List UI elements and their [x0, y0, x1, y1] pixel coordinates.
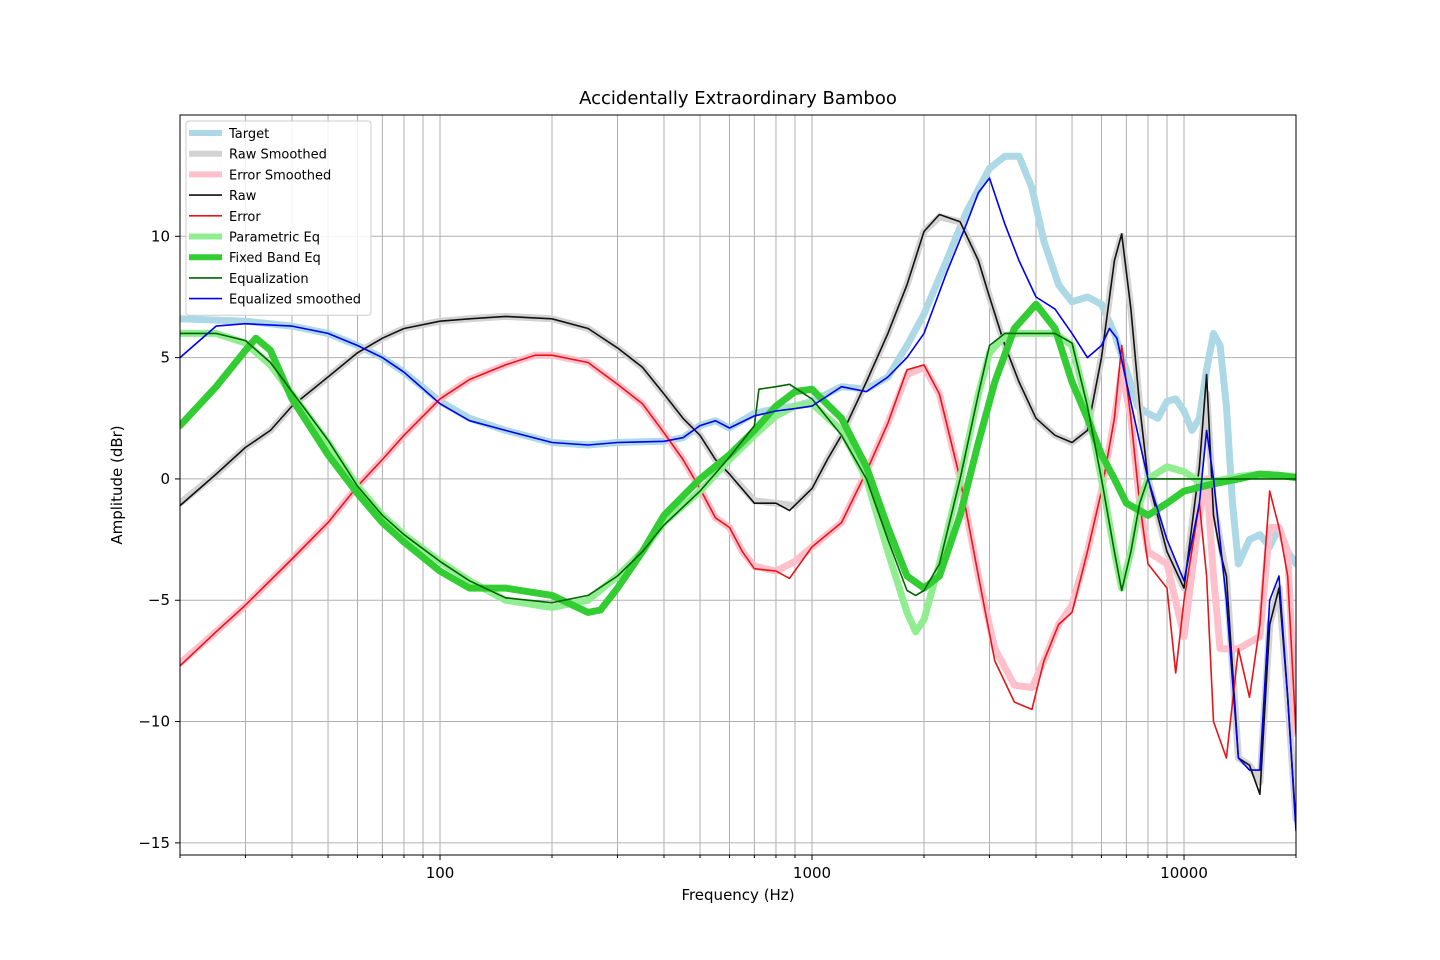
y-tick-label: 10 [151, 227, 170, 245]
y-tick-label: −5 [148, 591, 170, 609]
y-tick-label: −15 [138, 834, 170, 852]
legend-label-raw: Raw [229, 189, 257, 204]
chart-title: Accidentally Extraordinary Bamboo [579, 88, 897, 109]
series-line-equalized-smoothed [180, 177, 1296, 832]
legend-box [185, 120, 372, 316]
legend-label-target: Target [228, 127, 269, 142]
series-line-fixed-band-eq [180, 300, 1296, 616]
legend-label-error: Error [229, 210, 261, 225]
legend-label-equalization: Equalization [229, 272, 309, 287]
legend: Target Raw Smoothed Error Smoothed Raw Error… [185, 120, 372, 316]
plot-frame [179, 114, 1297, 856]
y-tick-label: 0 [160, 470, 170, 488]
y-tick-label: −10 [138, 713, 170, 731]
legend-label-equalized-smoothed: Equalized smoothed [229, 293, 361, 308]
x-axis-label: Frequency (Hz) [681, 886, 794, 904]
x-tick-label: 100 [426, 864, 455, 882]
y-axis-label: Amplitude (dBr) [108, 425, 126, 544]
x-tick-label: 1000 [793, 864, 831, 882]
y-tick-label: 5 [160, 349, 170, 367]
series-line-raw [180, 213, 1296, 827]
legend-label-fixed-band-eq: Fixed Band Eq [229, 251, 321, 266]
plot-area [180, 152, 1296, 832]
series-line-equalization [180, 332, 1296, 604]
ticks: −15 −10 −5 0 5 10 100 1000 10000 [138, 227, 1297, 882]
x-tick-label: 10000 [1160, 864, 1208, 882]
legend-label-error-smoothed: Error Smoothed [229, 168, 331, 183]
legend-label-raw-smoothed: Raw Smoothed [229, 148, 327, 163]
legend-label-parametric-eq: Parametric Eq [229, 231, 320, 246]
